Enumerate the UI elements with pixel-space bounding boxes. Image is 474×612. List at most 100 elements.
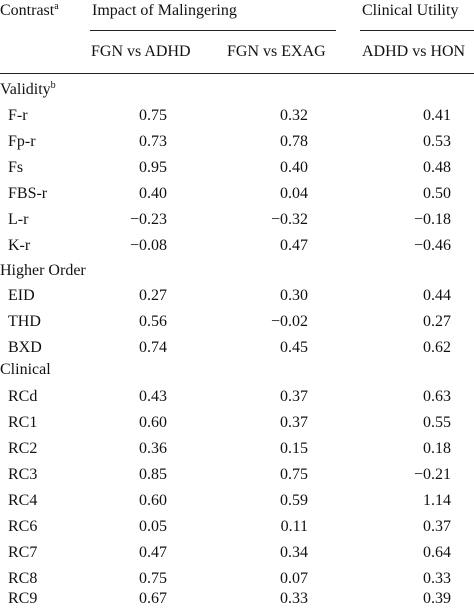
value-adhd-vs-hon: 0.39 bbox=[423, 590, 451, 607]
row-label: RC9 bbox=[8, 590, 38, 607]
row-label: THD bbox=[8, 313, 41, 330]
value-adhd-vs-hon: 0.44 bbox=[423, 287, 451, 304]
value-fgn-vs-exag: 0.33 bbox=[280, 590, 308, 607]
table-row: RC1 0.60 0.37 0.55 bbox=[0, 410, 474, 436]
value-fgn-vs-adhd: 0.36 bbox=[139, 440, 167, 457]
value-fgn-vs-adhd: 0.05 bbox=[139, 518, 167, 535]
column-header-3: ADHD vs HON bbox=[362, 43, 466, 60]
value-fgn-vs-adhd: 0.60 bbox=[139, 414, 167, 431]
value-fgn-vs-exag: 0.32 bbox=[280, 107, 308, 124]
section-title: Validityb bbox=[0, 80, 56, 99]
section-title-row: Higher Order bbox=[0, 258, 474, 284]
row-label: RC8 bbox=[8, 570, 38, 587]
value-adhd-vs-hon: 0.55 bbox=[423, 414, 451, 431]
value-fgn-vs-exag: 0.37 bbox=[280, 388, 308, 405]
value-adhd-vs-hon: −0.46 bbox=[413, 237, 451, 254]
row-label: F-r bbox=[8, 107, 28, 124]
table-row: L-r −0.23 −0.32 −0.18 bbox=[0, 207, 474, 233]
value-fgn-vs-adhd: 0.75 bbox=[139, 570, 167, 587]
value-fgn-vs-adhd: 0.74 bbox=[139, 339, 167, 356]
value-adhd-vs-hon: 1.14 bbox=[423, 492, 451, 509]
table-row: RC9 0.67 0.33 0.39 bbox=[0, 586, 474, 612]
value-fgn-vs-adhd: 0.56 bbox=[139, 313, 167, 330]
table-row: RC6 0.05 0.11 0.37 bbox=[0, 514, 474, 540]
value-fgn-vs-adhd: 0.73 bbox=[139, 133, 167, 150]
table-row: THD 0.56 −0.02 0.27 bbox=[0, 309, 474, 335]
section-title-row: Clinical bbox=[0, 357, 474, 383]
table-row: EID 0.27 0.30 0.44 bbox=[0, 283, 474, 309]
value-fgn-vs-adhd: 0.75 bbox=[139, 107, 167, 124]
header-bottom-rule bbox=[0, 73, 474, 74]
value-fgn-vs-exag: 0.75 bbox=[280, 466, 308, 483]
group-underline-malingering bbox=[90, 30, 336, 31]
table-row: RC4 0.60 0.59 1.14 bbox=[0, 488, 474, 514]
value-fgn-vs-exag: 0.30 bbox=[280, 287, 308, 304]
row-label: FBS-r bbox=[8, 185, 48, 202]
row-label: Fs bbox=[8, 159, 24, 176]
section-title: Higher Order bbox=[0, 262, 86, 279]
row-label: RC3 bbox=[8, 466, 38, 483]
table-row: FBS-r 0.40 0.04 0.50 bbox=[0, 181, 474, 207]
row-label: RCd bbox=[8, 388, 38, 405]
column-header-1: FGN vs ADHD bbox=[91, 43, 191, 60]
group-underline-clinical-utility bbox=[360, 30, 474, 31]
value-fgn-vs-exag: 0.37 bbox=[280, 414, 308, 431]
value-adhd-vs-hon: 0.41 bbox=[423, 107, 451, 124]
value-adhd-vs-hon: 0.48 bbox=[423, 159, 451, 176]
value-adhd-vs-hon: 0.63 bbox=[423, 388, 451, 405]
value-fgn-vs-adhd: 0.60 bbox=[139, 492, 167, 509]
value-adhd-vs-hon: 0.33 bbox=[423, 570, 451, 587]
table-row: F-r 0.75 0.32 0.41 bbox=[0, 103, 474, 129]
table-row: RC7 0.47 0.34 0.64 bbox=[0, 540, 474, 566]
table-row: RC2 0.36 0.15 0.18 bbox=[0, 436, 474, 462]
table-row: RC8 0.75 0.07 0.33 bbox=[0, 566, 474, 592]
value-fgn-vs-adhd: 0.47 bbox=[139, 544, 167, 561]
section-title-row: Validityb bbox=[0, 77, 474, 103]
table-row: RC3 0.85 0.75 −0.21 bbox=[0, 462, 474, 488]
value-fgn-vs-adhd: 0.43 bbox=[139, 388, 167, 405]
table-row: BXD 0.74 0.45 0.62 bbox=[0, 335, 474, 361]
value-fgn-vs-exag: 0.40 bbox=[280, 159, 308, 176]
value-fgn-vs-exag: 0.34 bbox=[280, 544, 308, 561]
table-row: Fs 0.95 0.40 0.48 bbox=[0, 155, 474, 181]
value-fgn-vs-exag: 0.47 bbox=[280, 237, 308, 254]
value-adhd-vs-hon: 0.50 bbox=[423, 185, 451, 202]
value-fgn-vs-exag: −0.32 bbox=[270, 211, 308, 228]
value-fgn-vs-exag: 0.45 bbox=[280, 339, 308, 356]
value-adhd-vs-hon: −0.21 bbox=[413, 466, 451, 483]
value-fgn-vs-adhd: 0.67 bbox=[139, 590, 167, 607]
value-fgn-vs-exag: 0.15 bbox=[280, 440, 308, 457]
row-label: EID bbox=[8, 287, 35, 304]
column-header-2: FGN vs EXAG bbox=[227, 43, 326, 60]
group-header-clinical-utility: Clinical Utility bbox=[362, 2, 459, 19]
row-label: RC7 bbox=[8, 544, 38, 561]
section-title: Clinical bbox=[0, 361, 51, 378]
group-header-malingering: Impact of Malingering bbox=[92, 2, 237, 19]
value-fgn-vs-exag: 0.59 bbox=[280, 492, 308, 509]
value-fgn-vs-adhd: 0.85 bbox=[139, 466, 167, 483]
row-label: Fp-r bbox=[8, 133, 36, 150]
value-fgn-vs-exag: 0.07 bbox=[280, 570, 308, 587]
value-fgn-vs-adhd: −0.23 bbox=[129, 211, 167, 228]
value-adhd-vs-hon: 0.27 bbox=[423, 313, 451, 330]
contrast-header-label: Contrast bbox=[0, 2, 55, 19]
table-row: Fp-r 0.73 0.78 0.53 bbox=[0, 129, 474, 155]
value-adhd-vs-hon: −0.18 bbox=[413, 211, 451, 228]
value-adhd-vs-hon: 0.37 bbox=[423, 518, 451, 535]
value-adhd-vs-hon: 0.18 bbox=[423, 440, 451, 457]
value-fgn-vs-exag: 0.04 bbox=[280, 185, 308, 202]
value-fgn-vs-adhd: 0.27 bbox=[139, 287, 167, 304]
value-fgn-vs-adhd: 0.95 bbox=[139, 159, 167, 176]
value-fgn-vs-adhd: −0.08 bbox=[129, 237, 167, 254]
value-adhd-vs-hon: 0.62 bbox=[423, 339, 451, 356]
row-label: L-r bbox=[8, 211, 29, 228]
value-fgn-vs-exag: −0.02 bbox=[270, 313, 308, 330]
value-adhd-vs-hon: 0.64 bbox=[423, 544, 451, 561]
contrast-header: Contrasta bbox=[0, 2, 59, 20]
value-fgn-vs-exag: 0.11 bbox=[280, 518, 308, 535]
row-label: RC6 bbox=[8, 518, 38, 535]
row-label: K-r bbox=[8, 237, 31, 254]
contrast-header-note: a bbox=[54, 1, 59, 12]
row-label: BXD bbox=[8, 339, 42, 356]
table-row: K-r −0.08 0.47 −0.46 bbox=[0, 233, 474, 259]
